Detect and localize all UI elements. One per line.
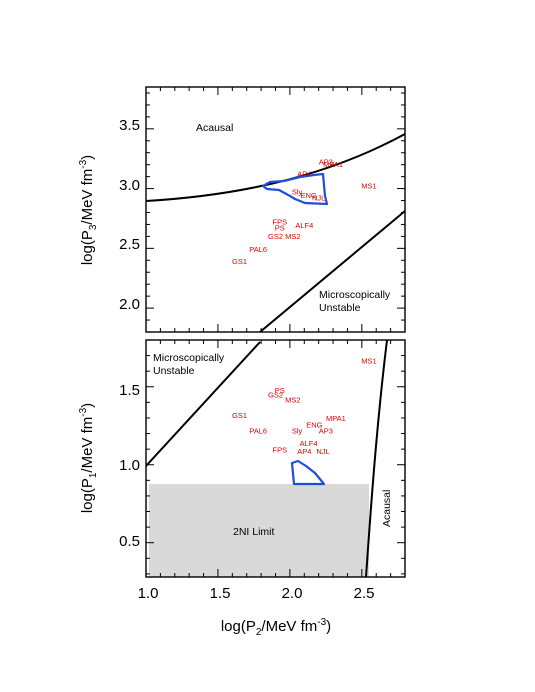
bottom-eos-label-ps: PS — [275, 386, 285, 395]
bottom-region-2ni-limit: 2NI Limit — [233, 526, 275, 538]
bottom-eos-label-alf4: ALF4 — [300, 439, 318, 448]
bottom-confidence-contour — [290, 459, 326, 486]
bottom-eos-label-ms2: MS2 — [285, 395, 300, 404]
top-eos-label-pal6: PAL6 — [249, 245, 267, 254]
top-eos-label-gs1: GS1 — [232, 257, 247, 266]
bottom-eos-label-gs1: GS1 — [232, 411, 247, 420]
bottom-eos-label-ap4: AP4 — [297, 447, 311, 456]
bottom-2ni-limit-region — [149, 484, 369, 577]
top-panel: 2.0 2.5 3.0 3.5 Acausal Microscopically … — [78, 86, 406, 333]
top-eos-label-ps: PS — [275, 223, 285, 232]
top-ytick-label-2-5: 2.5 — [119, 236, 140, 253]
top-eos-label-mpa1: MPA1 — [323, 160, 343, 169]
bottom-eos-label-gs2: GS2 — [268, 391, 283, 400]
top-y-axis-label: log(P3/MeV fm-3) — [78, 155, 99, 265]
bottom-eos-label-fps: FPS — [273, 445, 288, 454]
top-eos-label-ap3: AP3 — [319, 158, 333, 167]
top-axis-ticks — [145, 87, 406, 333]
top-eos-label-ms2: MS2 — [285, 232, 300, 241]
bottom-region-acausal: Acausal — [381, 490, 393, 527]
top-eos-label-njl: NJL — [312, 194, 325, 203]
bottom-xtick-label-2-0: 2.0 — [282, 585, 303, 602]
bottom-eos-label-ap3: AP3 — [319, 427, 333, 436]
top-eos-label-sly: Sly — [292, 188, 303, 197]
top-eos-label-fps: FPS — [273, 217, 288, 226]
top-confidence-contour — [261, 172, 329, 206]
top-ytick-label-2-0: 2.0 — [119, 296, 140, 313]
bottom-eos-label-njl: NJL — [316, 447, 329, 456]
top-ytick-label-3-5: 3.5 — [119, 117, 140, 134]
top-region-unstable-line2: Unstable — [319, 302, 361, 314]
bottom-eos-label-eng: ENG — [306, 420, 322, 429]
bottom-unstable-boundary-line — [146, 341, 261, 467]
bottom-panel: 0.5 1.0 1.5 1.0 1.5 2.0 2.5 Microscopica… — [78, 339, 406, 638]
bottom-eos-label-pal6: PAL6 — [249, 427, 267, 436]
top-region-unstable-line1: Microscopically — [319, 289, 391, 301]
top-eos-label-ms1: MS1 — [361, 182, 376, 191]
bottom-x-axis-label: log(P2/MeV fm-3) — [221, 617, 331, 638]
bottom-eos-label-mpa1: MPA1 — [326, 414, 346, 423]
bottom-region-unstable-line2: Unstable — [153, 365, 195, 377]
bottom-eos-label-sly: Sly — [292, 427, 303, 436]
bottom-eos-label-ms1: MS1 — [361, 356, 376, 365]
bottom-xtick-label-1-0: 1.0 — [138, 585, 159, 602]
top-region-acausal: Acausal — [196, 122, 233, 134]
top-unstable-boundary-line — [259, 210, 405, 332]
top-eos-label-ap4: AP4 — [297, 170, 311, 179]
top-ytick-label-3-0: 3.0 — [119, 177, 140, 194]
top-acausal-boundary-curve — [146, 133, 405, 202]
top-eos-label-gs2: GS2 — [268, 232, 283, 241]
bottom-ytick-label-1-0: 1.0 — [119, 457, 140, 474]
top-eos-label-eng: ENG — [300, 191, 316, 200]
bottom-ytick-label-0-5: 0.5 — [119, 533, 140, 550]
bottom-ytick-label-1-5: 1.5 — [119, 382, 140, 399]
bottom-region-unstable-line1: Microscopically — [153, 352, 225, 364]
bottom-acausal-boundary-curve — [365, 340, 388, 577]
bottom-xtick-label-2-5: 2.5 — [354, 585, 375, 602]
top-eos-label-alf4: ALF4 — [295, 221, 313, 230]
bottom-y-axis-label: log(P1/MeV fm-3) — [78, 403, 99, 513]
bottom-xtick-label-1-5: 1.5 — [210, 585, 231, 602]
bottom-axis-ticks — [145, 339, 406, 577]
